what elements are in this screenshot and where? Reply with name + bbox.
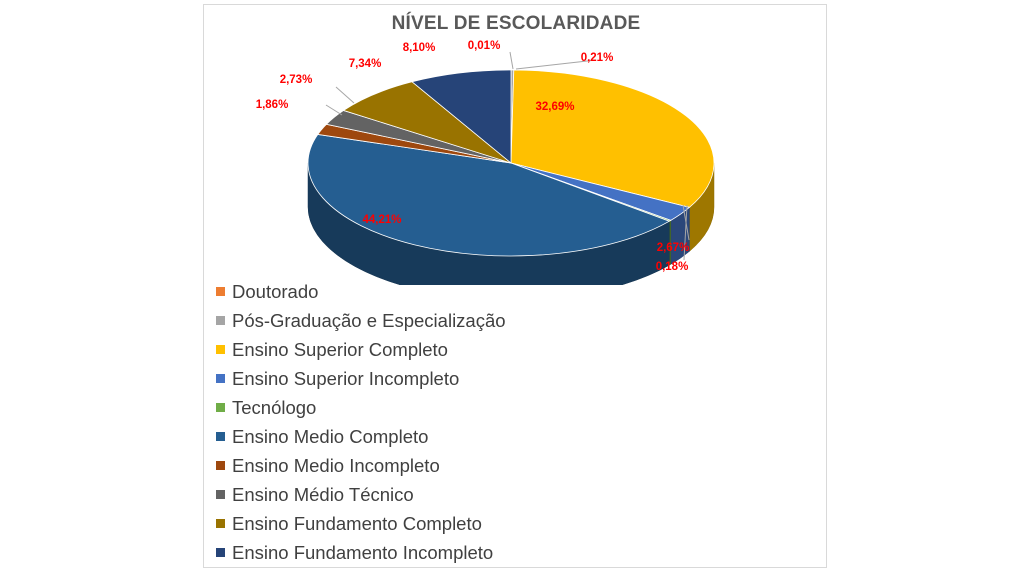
- pie-chart: 0,01% 0,21% 32,69% 2,67% 0,18% 44,21% 1,86% 2,7…: [256, 40, 715, 285]
- chart-area: NÍVEL DE ESCOLARIDADE 0,01% 0,21% 32,69% 2,…: [203, 4, 827, 568]
- legend-label: Ensino Fundamento Completo: [232, 512, 482, 534]
- leader-line-doutorado: [509, 51, 514, 70]
- legend-label: Ensino Superior Completo: [232, 338, 448, 360]
- data-label-ensino-fundamento-completo: 7,34%: [349, 58, 382, 70]
- legend-item-ensino-superior-completo: Ensino Superior Completo: [216, 335, 506, 364]
- legend-swatch: [216, 403, 225, 412]
- chart-legend: Doutorado Pós-Graduação e Especialização E…: [216, 277, 506, 567]
- legend-swatch: [216, 345, 225, 354]
- legend-item-ensino-medio-tecnico: Ensino Médio Técnico: [216, 480, 506, 509]
- data-label-ensino-medio-completo: 44,21%: [362, 214, 401, 226]
- legend-item-tecnologo: Tecnólogo: [216, 393, 506, 422]
- pie-slices: [307, 69, 715, 257]
- pie-slice-ensino-fundamento-incompleto: [411, 69, 512, 164]
- pie-slice-ensino-superior-completo: [510, 69, 715, 208]
- data-label-doutorado: 0,01%: [468, 40, 501, 52]
- legend-label: Pós-Graduação e Especialização: [232, 309, 506, 331]
- legend-item-ensino-medio-completo: Ensino Medio Completo: [216, 422, 506, 451]
- legend-swatch: [216, 287, 225, 296]
- leader-line-ensino-medio-tecnico: [335, 86, 355, 104]
- legend-swatch: [216, 432, 225, 441]
- leader-line-ensino-medio-incompleto: [325, 104, 343, 116]
- legend-item-ensino-medio-incompleto: Ensino Medio Incompleto: [216, 451, 506, 480]
- legend-label: Tecnólogo: [232, 396, 317, 418]
- legend-label: Ensino Medio Completo: [232, 425, 429, 447]
- leader-line-tecnologo: [683, 204, 688, 261]
- legend-item-ensino-fundamento-incompleto: Ensino Fundamento Incompleto: [216, 538, 506, 567]
- leader-line-pos-graduacao-e-especializacao: [515, 59, 597, 70]
- legend-label: Ensino Médio Técnico: [232, 483, 414, 505]
- data-labels: 0,01% 0,21% 32,69% 2,67% 0,18% 44,21% 1,86% 2,7…: [256, 40, 690, 273]
- data-label-ensino-medio-incompleto: 1,86%: [256, 99, 289, 111]
- pie-slice-ensino-medio-completo: [307, 133, 671, 257]
- legend-item-ensino-superior-incompleto: Ensino Superior Incompleto: [216, 364, 506, 393]
- chart-title: NÍVEL DE ESCOLARIDADE: [391, 13, 641, 34]
- data-label-ensino-fundamento-incompleto: 8,10%: [403, 42, 436, 54]
- legend-label: Ensino Fundamento Incompleto: [232, 541, 494, 563]
- data-label-ensino-superior-completo: 32,69%: [535, 101, 574, 113]
- data-label-ensino-superior-incompleto: 2,67%: [657, 242, 690, 254]
- legend-swatch: [216, 490, 225, 499]
- legend-label: Ensino Medio Incompleto: [232, 454, 440, 476]
- legend-label: Ensino Superior Incompleto: [232, 367, 460, 389]
- legend-label: Doutorado: [232, 280, 319, 302]
- legend-item-ensino-fundamento-completo: Ensino Fundamento Completo: [216, 509, 506, 538]
- legend-swatch: [216, 374, 225, 383]
- legend-item-doutorado: Doutorado: [216, 277, 506, 306]
- legend-swatch: [216, 461, 225, 470]
- legend-swatch: [216, 548, 225, 557]
- data-label-tecnologo: 0,18%: [656, 261, 689, 273]
- legend-swatch: [216, 519, 225, 528]
- legend-item-pos-graduacao-e-especializacao: Pós-Graduação e Especialização: [216, 306, 506, 335]
- legend-swatch: [216, 316, 225, 325]
- data-label-pos-graduacao-e-especializacao: 0,21%: [581, 52, 614, 64]
- data-label-ensino-medio-tecnico: 2,73%: [280, 74, 313, 86]
